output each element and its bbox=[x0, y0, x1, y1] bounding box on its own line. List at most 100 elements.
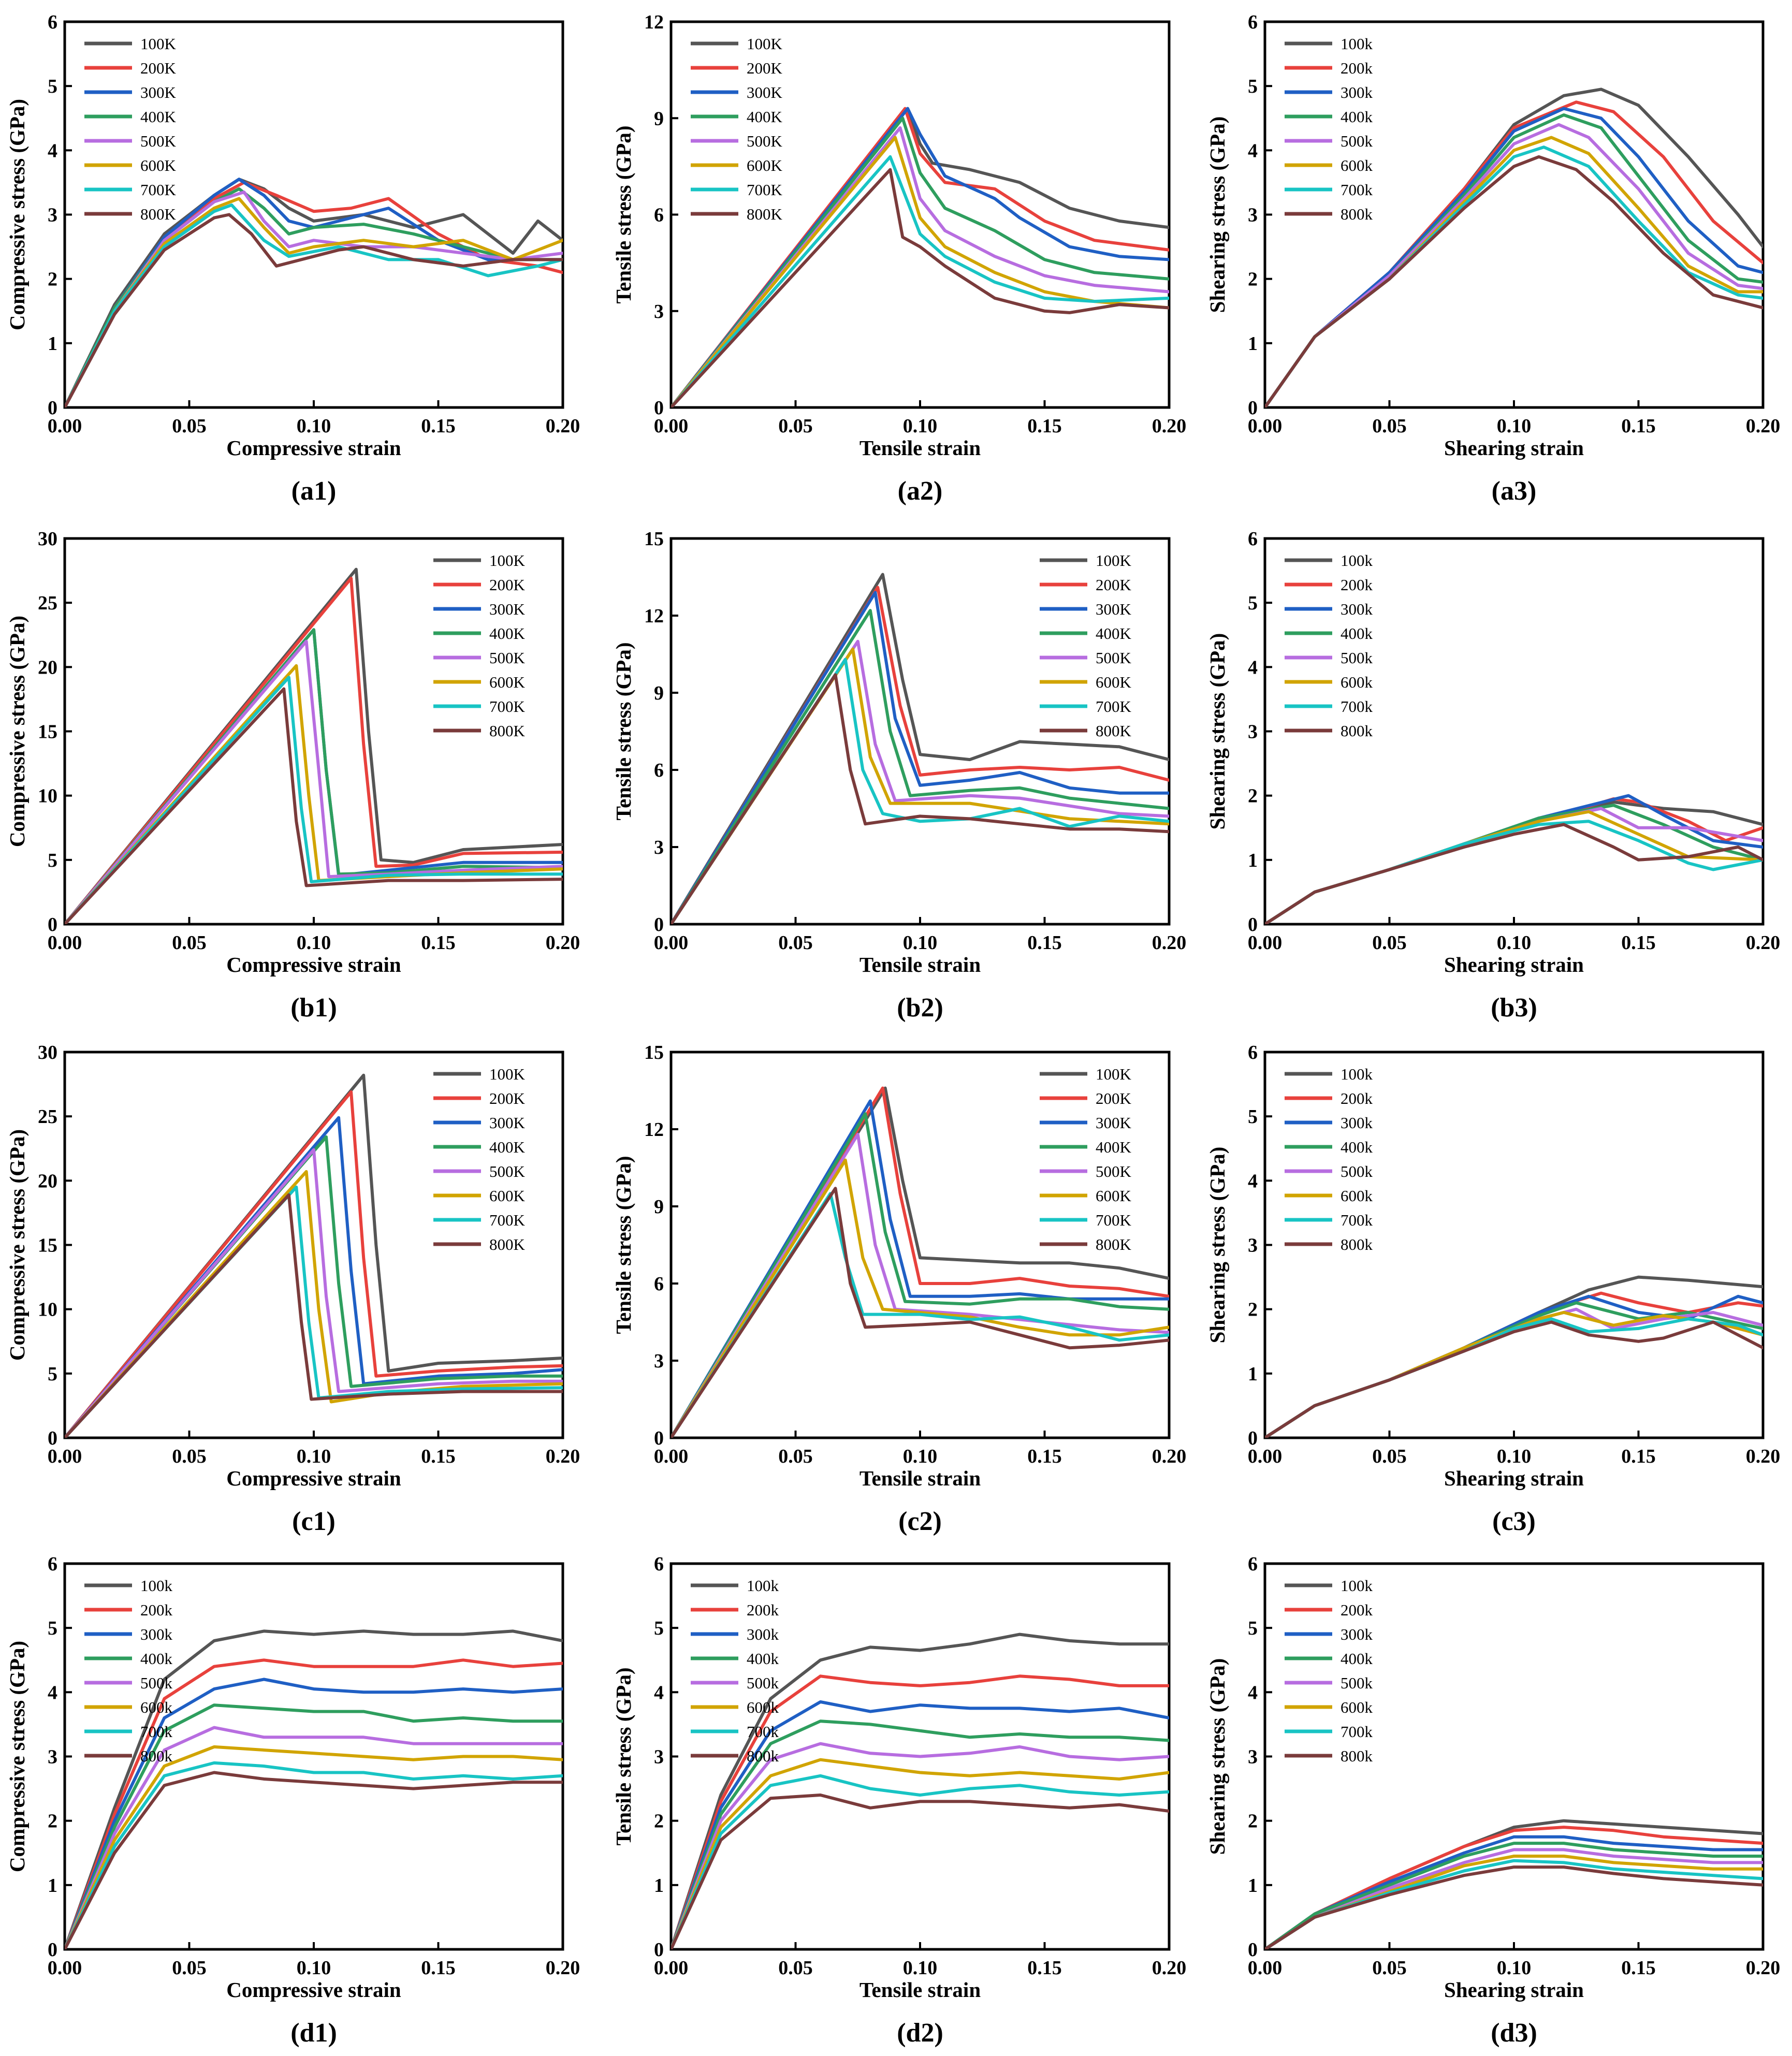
y-tick-label: 6 bbox=[654, 205, 664, 226]
legend-label: 800k bbox=[747, 1747, 779, 1765]
x-tick-label: 0.00 bbox=[654, 415, 689, 437]
legend-label: 400k bbox=[1341, 624, 1373, 643]
x-tick-label: 0.20 bbox=[1746, 415, 1781, 437]
x-tick-label: 0.05 bbox=[172, 415, 207, 437]
y-tick-label: 5 bbox=[48, 850, 57, 871]
chart-c3: 0.00 0.05 0.10 0.15 0.20 0 1 2 3 4 5 6 Shearing stra… bbox=[1205, 1042, 1780, 1536]
legend-label: 300k bbox=[1341, 1114, 1373, 1132]
series-line-300K bbox=[65, 178, 563, 407]
x-tick-label: 0.05 bbox=[172, 1446, 207, 1467]
legend-label: 400k bbox=[1341, 1650, 1373, 1668]
legend-label: 700k bbox=[140, 1723, 173, 1741]
x-tick-label: 0.15 bbox=[1621, 1957, 1656, 1979]
legend-label: 400K bbox=[489, 624, 526, 643]
x-tick-label: 0.00 bbox=[48, 415, 82, 437]
legend-label: 100K bbox=[747, 35, 783, 53]
series-line-300K bbox=[671, 107, 1169, 407]
series-line-700K bbox=[65, 203, 563, 407]
y-axis-label: Compressive stress (GPa) bbox=[5, 1129, 29, 1361]
y-tick-label: 0 bbox=[48, 1427, 57, 1449]
y-tick-label: 3 bbox=[654, 1746, 664, 1768]
y-axis-label: Shearing stress (GPa) bbox=[1205, 1147, 1229, 1344]
y-tick-label: 3 bbox=[654, 837, 664, 858]
y-tick-label: 3 bbox=[1248, 1746, 1258, 1768]
y-tick-label: 3 bbox=[654, 301, 664, 323]
y-tick-label: 20 bbox=[38, 1170, 57, 1192]
x-tick-label: 0.00 bbox=[48, 932, 82, 954]
legend-label: 100K bbox=[140, 35, 177, 53]
y-tick-label: 2 bbox=[1248, 1811, 1258, 1832]
y-tick-label: 0 bbox=[654, 1939, 664, 1961]
x-tick-label: 0.20 bbox=[1746, 1957, 1781, 1979]
x-tick-label: 0.20 bbox=[546, 1446, 580, 1467]
y-tick-label: 5 bbox=[48, 1617, 57, 1639]
x-axis-label: Shearing strain bbox=[1444, 436, 1584, 460]
y-tick-label: 0 bbox=[1248, 397, 1258, 419]
legend-label: 300K bbox=[489, 600, 526, 618]
legend-label: 700K bbox=[489, 1211, 526, 1229]
legend-label: 300K bbox=[489, 1114, 526, 1132]
y-axis-label: Compressive stress (GPa) bbox=[5, 616, 29, 847]
y-tick-label: 6 bbox=[1248, 1553, 1258, 1575]
y-tick-label: 0 bbox=[48, 1939, 57, 1961]
x-tick-label: 0.05 bbox=[778, 1957, 813, 1979]
legend-label: 800K bbox=[747, 205, 783, 223]
x-tick-label: 0.15 bbox=[1027, 415, 1062, 437]
legend-label: 600K bbox=[140, 156, 177, 174]
legend-label: 400K bbox=[1096, 1138, 1132, 1156]
legend-label: 300k bbox=[1341, 1625, 1373, 1643]
x-tick-label: 0.10 bbox=[297, 1957, 331, 1979]
y-tick-label: 1 bbox=[1248, 1363, 1258, 1385]
series-line-100K bbox=[65, 567, 563, 924]
y-tick-label: 15 bbox=[644, 528, 664, 550]
legend-label: 600K bbox=[1096, 673, 1132, 691]
y-tick-label: 9 bbox=[654, 682, 664, 704]
y-tick-label: 15 bbox=[644, 1042, 664, 1063]
legend-label: 600k bbox=[1341, 673, 1373, 691]
x-tick-label: 0.05 bbox=[778, 932, 813, 954]
series-line-200k bbox=[65, 1658, 563, 1949]
legend-label: 100K bbox=[1096, 551, 1132, 570]
plot-frame bbox=[669, 537, 1171, 926]
y-tick-label: 15 bbox=[38, 1235, 57, 1257]
legend-label: 500k bbox=[1341, 1162, 1373, 1180]
y-tick-label: 3 bbox=[48, 205, 57, 226]
y-tick-label: 0 bbox=[1248, 914, 1258, 936]
legend-label: 300K bbox=[747, 83, 783, 101]
legend-label: 800k bbox=[1341, 1235, 1373, 1253]
chart-d2: 0.00 0.05 0.10 0.15 0.20 0 1 2 3 4 5 6 Tensile strai… bbox=[611, 1553, 1186, 2048]
legend-label: 800K bbox=[1096, 1235, 1132, 1253]
legend-label: 800K bbox=[1096, 722, 1132, 740]
series-line-800k bbox=[671, 1793, 1169, 1949]
legend-label: 500k bbox=[1341, 132, 1373, 150]
series-line-500K bbox=[671, 639, 1169, 924]
series-line-100K bbox=[65, 178, 563, 407]
series-line-400K bbox=[65, 628, 563, 924]
series-line-500k bbox=[1265, 123, 1763, 407]
legend-label: 600k bbox=[1341, 1187, 1373, 1205]
x-tick-label: 0.20 bbox=[1152, 932, 1187, 954]
legend-label: 100k bbox=[1341, 551, 1373, 570]
y-axis-label: Tensile stress (GPa) bbox=[611, 1156, 635, 1334]
legend-label: 100K bbox=[489, 1065, 526, 1083]
legend-label: 400K bbox=[489, 1138, 526, 1156]
legend-label: 300K bbox=[1096, 1114, 1132, 1132]
y-tick-label: 6 bbox=[48, 1553, 57, 1575]
x-tick-label: 0.20 bbox=[546, 415, 580, 437]
x-tick-label: 0.05 bbox=[1372, 415, 1407, 437]
y-tick-label: 0 bbox=[654, 1427, 664, 1449]
y-tick-label: 1 bbox=[1248, 1875, 1258, 1897]
series-line-300K bbox=[671, 1099, 1169, 1438]
series-line-500K bbox=[65, 639, 563, 924]
legend-label: 100K bbox=[489, 551, 526, 570]
series-line-300k bbox=[1265, 794, 1763, 924]
series-line-200K bbox=[671, 1086, 1169, 1438]
y-tick-label: 3 bbox=[1248, 205, 1258, 226]
y-tick-label: 9 bbox=[654, 1196, 664, 1218]
legend-label: 700k bbox=[1341, 697, 1373, 716]
y-tick-label: 6 bbox=[1248, 1042, 1258, 1063]
series-line-200K bbox=[671, 107, 1169, 407]
series-line-800K bbox=[671, 1187, 1169, 1438]
chart-d1: 0.00 0.05 0.10 0.15 0.20 0 1 2 3 4 5 6 Compressive s… bbox=[5, 1553, 580, 2048]
x-tick-label: 0.15 bbox=[421, 1446, 456, 1467]
